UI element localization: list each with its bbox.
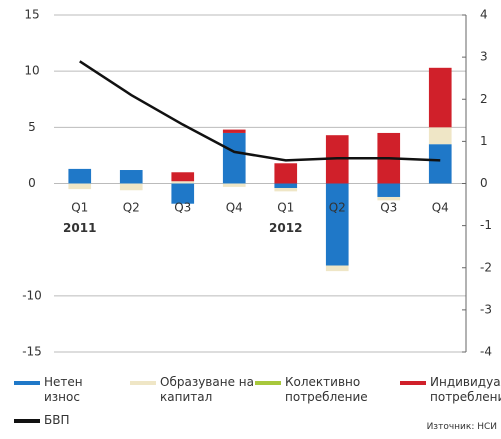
y2-tick-label: 0 [480,176,488,190]
y2-tick-label: 2 [480,92,488,106]
y2-tick-label: -4 [480,345,492,359]
legend-swatch [400,381,426,385]
y2-tick-label: 4 [480,8,488,22]
bar-segment [171,181,195,184]
bar-segment [428,67,452,128]
y2-tick-label: 3 [480,50,488,64]
bar-segment [274,183,298,188]
bar-segment [274,187,298,192]
y2-tick-label: -3 [480,302,492,316]
y2-tick-label: -1 [480,218,492,232]
x-tick-label: Q1 [71,201,88,215]
bar-segment [377,196,401,201]
bar-segment [377,183,401,197]
x-tick-label: Q3 [174,201,191,215]
bar-segment [171,172,195,182]
bar-segment [325,265,349,272]
legend-label: Образуване на капитал [160,375,254,404]
y-tick-label: 15 [24,8,39,22]
bar-segment [428,144,452,184]
legend-label: Индивидуално потребление [430,375,501,404]
y-tick-label: -10 [22,288,42,302]
y-tick-label: 5 [28,120,36,134]
bar-segment [428,127,452,145]
bar-segment [68,168,92,184]
legend-label: БВП [44,413,70,427]
y2-tick-label: -2 [480,260,492,274]
legend-swatch [14,419,40,423]
source: Източник: НСИ [426,422,497,432]
bar-segment [274,163,298,184]
bar-segment [119,183,143,191]
bar-segment [222,129,246,133]
bar-segment [222,132,246,184]
year-label: 2012 [269,221,302,235]
bar-segment [171,183,195,204]
gdp-line [79,60,441,162]
y-tick-label: 0 [28,176,36,190]
legend-swatch [14,381,40,385]
x-tick-label: Q1 [277,201,294,215]
y-tick-label: -15 [22,345,42,359]
year-label: 2011 [63,221,96,235]
x-tick-label: Q3 [380,201,397,215]
y-tick-label: 10 [24,64,39,78]
bar-segment [68,183,92,190]
legend-swatch [130,381,156,385]
bar-segment [325,183,349,266]
bar-segment [119,170,143,184]
legend-label: Колективно потребление [285,375,368,404]
legend-swatch [255,381,281,385]
legend-label: Нетен износ [44,375,83,404]
bar-segment [222,183,246,187]
x-tick-label: Q2 [123,201,140,215]
x-tick-label: Q4 [432,201,449,215]
x-tick-label: Q4 [226,201,243,215]
x-tick-label: Q2 [329,201,346,215]
y2-tick-label: 1 [480,134,488,148]
